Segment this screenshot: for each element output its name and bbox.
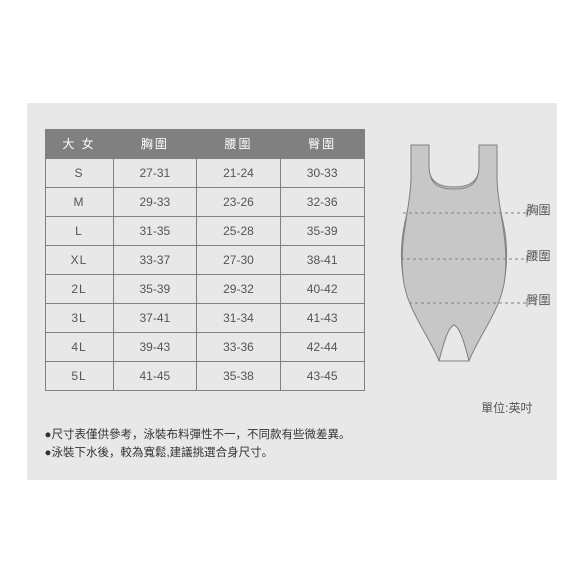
table-cell: 35-38 [197, 361, 281, 390]
content-row: 大 女 胸圍 腰圍 臀圍 S27-3121-2430-33M29-3323-26… [45, 129, 539, 391]
table-cell: 27-30 [197, 245, 281, 274]
table-row: 3L37-4131-3441-43 [45, 303, 364, 332]
table-cell: 29-33 [113, 187, 197, 216]
table-cell: 25-28 [197, 216, 281, 245]
swimsuit-icon [379, 137, 539, 377]
table-cell: 43-45 [280, 361, 364, 390]
table-cell: 39-43 [113, 332, 197, 361]
table-cell: 33-36 [197, 332, 281, 361]
table-cell: 35-39 [113, 274, 197, 303]
table-cell: 30-33 [280, 158, 364, 187]
table-cell: 27-31 [113, 158, 197, 187]
notes: ●尺寸表僅供參考，泳裝布料彈性不一，不同款有些微差異。 ●泳裝下水後，較為寬鬆,… [45, 426, 539, 463]
table-cell: XL [45, 245, 113, 274]
col-size: 大 女 [45, 129, 113, 158]
table-cell: 29-32 [197, 274, 281, 303]
table-cell: 33-37 [113, 245, 197, 274]
table-cell: L [45, 216, 113, 245]
table-row: 5L41-4535-3843-45 [45, 361, 364, 390]
table-row: XL33-3727-3038-41 [45, 245, 364, 274]
table-cell: 40-42 [280, 274, 364, 303]
table-cell: 38-41 [280, 245, 364, 274]
table-row: L31-3525-2835-39 [45, 216, 364, 245]
note-2: ●泳裝下水後，較為寬鬆,建議挑選合身尺寸。 [45, 444, 274, 462]
table-cell: 42-44 [280, 332, 364, 361]
table-cell: 4L [45, 332, 113, 361]
swimsuit-diagram: 胸圍 腰圍 臀圍 [379, 129, 539, 377]
table-cell: 23-26 [197, 187, 281, 216]
size-table: 大 女 胸圍 腰圍 臀圍 S27-3121-2430-33M29-3323-26… [45, 129, 365, 391]
col-bust: 胸圍 [113, 129, 197, 158]
table-row: M29-3323-2632-36 [45, 187, 364, 216]
table-cell: 31-35 [113, 216, 197, 245]
label-hip: 臀圍 [526, 291, 550, 308]
table-cell: 41-43 [280, 303, 364, 332]
table-cell: 2L [45, 274, 113, 303]
col-waist: 腰圍 [197, 129, 281, 158]
label-waist: 腰圍 [526, 247, 550, 264]
table-cell: 35-39 [280, 216, 364, 245]
unit-label: 單位:英吋 [45, 399, 539, 416]
table-cell: 21-24 [197, 158, 281, 187]
table-cell: M [45, 187, 113, 216]
table-cell: 3L [45, 303, 113, 332]
col-hip: 臀圍 [280, 129, 364, 158]
table-cell: 32-36 [280, 187, 364, 216]
table-cell: 5L [45, 361, 113, 390]
size-chart-panel: 大 女 胸圍 腰圍 臀圍 S27-3121-2430-33M29-3323-26… [27, 103, 557, 481]
label-bust: 胸圍 [526, 201, 550, 218]
table-cell: S [45, 158, 113, 187]
table-cell: 41-45 [113, 361, 197, 390]
table-cell: 31-34 [197, 303, 281, 332]
table-body: S27-3121-2430-33M29-3323-2632-36L31-3525… [45, 158, 364, 390]
table-row: 2L35-3929-3240-42 [45, 274, 364, 303]
table-row: S27-3121-2430-33 [45, 158, 364, 187]
table-header-row: 大 女 胸圍 腰圍 臀圍 [45, 129, 364, 158]
table-row: 4L39-4333-3642-44 [45, 332, 364, 361]
table-cell: 37-41 [113, 303, 197, 332]
note-1: ●尺寸表僅供參考，泳裝布料彈性不一，不同款有些微差異。 [45, 426, 351, 444]
